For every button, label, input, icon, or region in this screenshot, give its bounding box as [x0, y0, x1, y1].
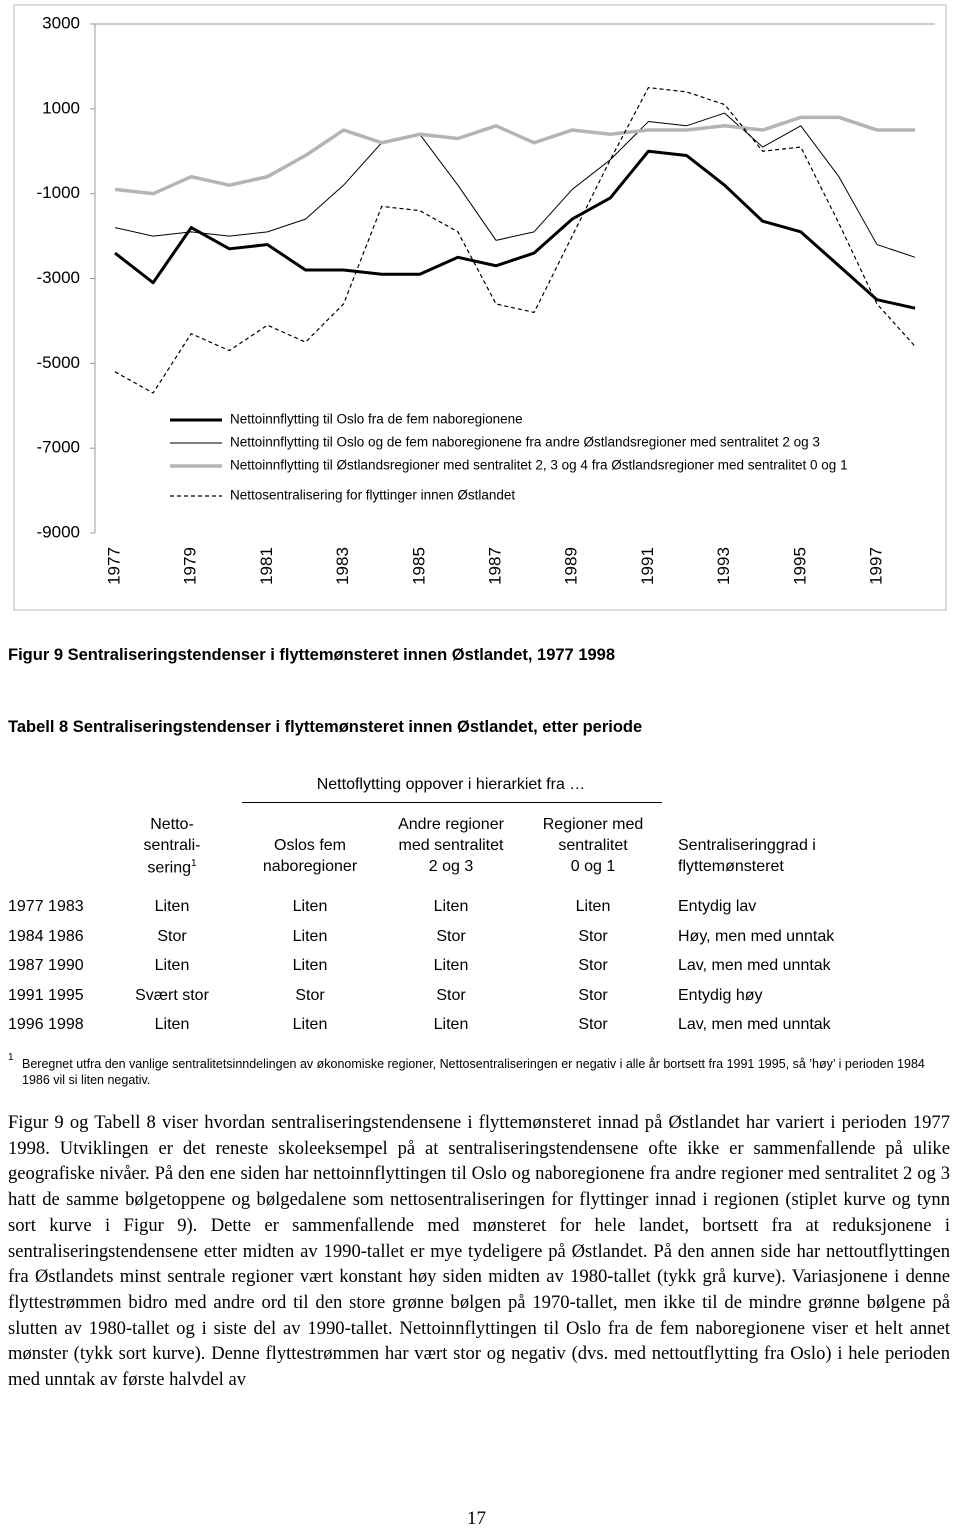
column-header: Andre regioner [398, 816, 504, 833]
series-line [114, 112, 916, 258]
x-tick-label: 1989 [562, 547, 581, 585]
table-cell: Stor [578, 1016, 608, 1033]
x-tick-label: 1987 [485, 547, 504, 585]
table-cell: Liten [292, 898, 328, 915]
y-tick-label: -1000 [37, 183, 80, 202]
legend-label: Nettoinnflytting til Oslo og de fem nabo… [230, 435, 820, 450]
table-cell: 1991 1995 [8, 987, 84, 1004]
note-mark: 1 [191, 858, 197, 869]
table-cell: Stor [578, 957, 608, 974]
table-cell: Liten [292, 1016, 328, 1033]
table-cell: Liten [433, 898, 469, 915]
table-cell: Stor [578, 928, 608, 945]
table-cell: Liten [154, 898, 190, 915]
column-header: Netto- [150, 816, 194, 833]
column-header: sentrali- [143, 837, 201, 854]
column-header: flyttemønsteret [678, 858, 784, 875]
table-cell: Liten [433, 1016, 469, 1033]
x-tick-label: 1993 [714, 547, 733, 585]
table-cell: Høy, men med unntak [678, 928, 835, 945]
x-tick-label: 1981 [257, 547, 276, 585]
x-tick-label: 1995 [790, 547, 809, 585]
chart: 3000 1000 -1000 -3000 -5000 -7000 -9000 1977 197… [13, 4, 947, 611]
legend-label: Nettoinnflytting til Oslo fra de fem nab… [230, 412, 523, 427]
column-header: Sentraliseringgrad i [678, 837, 816, 854]
footnote-text: Beregnet utfra den vanlige sentralitetsi… [22, 1057, 925, 1087]
y-tick-label: -3000 [37, 268, 80, 287]
table-cell: Stor [295, 987, 325, 1004]
series-line [114, 87, 916, 394]
column-header: naboregioner [262, 858, 358, 875]
column-header: sentralitet [558, 837, 628, 854]
table-cell: Stor [157, 928, 187, 945]
table-cell: Lav, men med unntak [678, 1016, 831, 1033]
group-rule [242, 802, 662, 803]
table-cell: Entydig lav [678, 898, 757, 915]
y-tick-label: 1000 [42, 98, 80, 117]
table-title: Tabell 8 Sentraliseringstendenser i flyt… [8, 718, 643, 736]
table-cell: Stor [436, 928, 466, 945]
table-cell: Lav, men med unntak [678, 957, 831, 974]
table-cell: Liten [154, 957, 190, 974]
table-cell: 1987 1990 [8, 957, 84, 974]
page-number: 17 [467, 1508, 486, 1529]
series-line [114, 149, 916, 310]
column-header: 0 og 1 [570, 858, 616, 875]
x-tick-label: 1991 [638, 547, 657, 585]
column-header: med sentralitet [398, 837, 504, 854]
table-cell: Liten [292, 957, 328, 974]
group-header: Nettoflytting oppover i hierarkiet fra … [316, 776, 586, 793]
y-tick-label: -5000 [37, 353, 80, 372]
chart-frame [13, 4, 947, 611]
x-tick-label: 1985 [409, 547, 428, 585]
table-cell: 1984 1986 [8, 928, 84, 945]
legend-label: Nettosentralisering for flyttinger innen… [230, 488, 515, 503]
table-cell: Liten [575, 898, 611, 915]
table-cell: 1977 1983 [8, 898, 84, 915]
table-cell: Svært stor [135, 987, 209, 1004]
column-header: 2 og 3 [428, 858, 474, 875]
table-cell: Liten [292, 928, 328, 945]
column-header: Regioner med [542, 816, 644, 833]
y-tick-label: -9000 [37, 522, 80, 541]
column-header: sering1 [147, 858, 197, 877]
table-cell: Stor [436, 987, 466, 1004]
x-tick-label: 1977 [104, 547, 123, 585]
table-cell: Entydig høy [678, 987, 763, 1004]
table-cell: Liten [433, 957, 469, 974]
body-text: Figur 9 og Tabell 8 viser hvordan sentra… [8, 1112, 950, 1391]
footnote: 1 Beregnet utfra den vanlige sentralitet… [8, 1052, 943, 1088]
footnote-mark: 1 [8, 1052, 14, 1063]
column-header: Oslos fem [273, 837, 347, 854]
x-tick-label: 1983 [333, 547, 352, 585]
x-tick-label: 1997 [866, 547, 885, 585]
x-tick-label: 1979 [181, 547, 200, 585]
table-cell: 1996 1998 [8, 1016, 84, 1033]
legend-label: Nettoinnflytting til Østlandsregioner me… [230, 458, 848, 473]
y-tick-label: -7000 [37, 438, 80, 457]
series-line [114, 115, 916, 196]
y-tick-label: 3000 [42, 13, 80, 32]
table-cell: Liten [154, 1016, 190, 1033]
figure-caption: Figur 9 Sentraliseringstendenser i flytt… [8, 646, 616, 664]
table-cell: Stor [578, 987, 608, 1004]
